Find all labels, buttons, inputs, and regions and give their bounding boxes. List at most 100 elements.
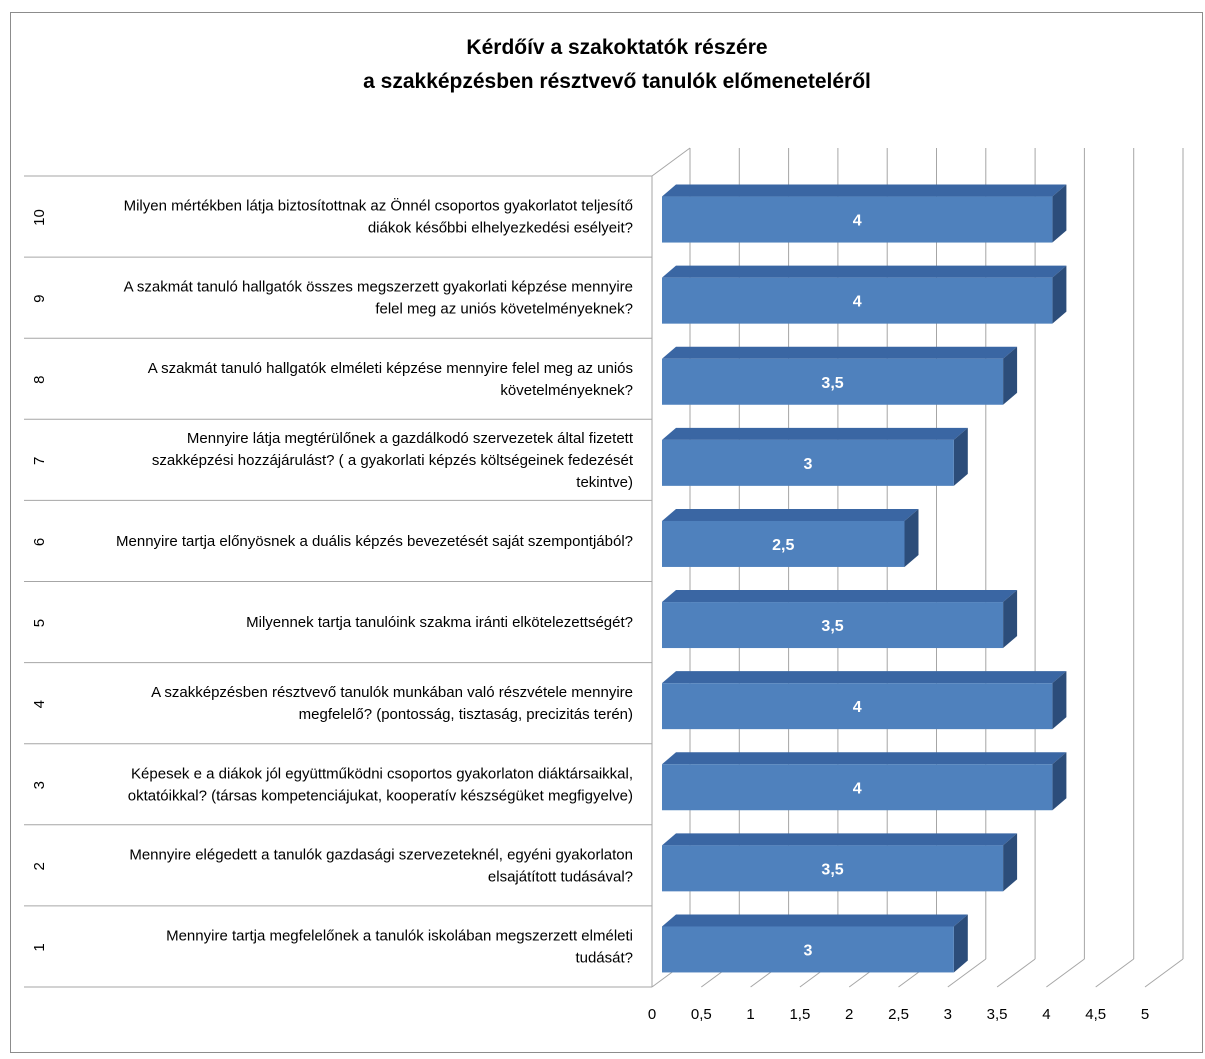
bar-value-label-6: 2,5 [772, 537, 794, 554]
bar-10: 4 [662, 184, 1067, 243]
bar-front-8 [662, 358, 1004, 405]
bar-value-label-7: 3 [803, 456, 812, 473]
category-question-9-line-1: A szakmát tanuló hallgatók összes megsze… [124, 279, 633, 296]
chart-title-line-1: Kérdőív a szakoktatók részére [466, 36, 767, 59]
bar-2: 3,5 [662, 833, 1018, 892]
bar-front-1 [662, 926, 954, 973]
floor-gridline-10 [1144, 958, 1184, 988]
x-axis-ticks: 0 0,5 1 1,5 2 2,5 3 3,5 4 4,5 5 [648, 1006, 1149, 1023]
x-tick-label-4: 2 [845, 1006, 853, 1023]
x-tick-label-9: 4,5 [1085, 1006, 1106, 1023]
category-number-9: 9 [31, 294, 48, 302]
category-question-6-line-1: Mennyire tartja előnyösnek a duális képz… [116, 533, 633, 550]
bar-top-5 [662, 590, 1018, 603]
bar-side-3 [1052, 752, 1067, 811]
bar-side-2 [1003, 833, 1018, 892]
bar-side-10 [1052, 184, 1067, 243]
category-question-3-line-2: oktatóikkal? (társas kompetenciájukat, k… [128, 787, 633, 804]
bar-value-label-9: 4 [853, 294, 862, 311]
chart-title-line-2: a szakképzésben résztvevő tanulók előmen… [363, 70, 871, 93]
bar-side-6 [904, 508, 919, 567]
bar-front-3 [662, 764, 1053, 811]
bar-8: 3,5 [662, 346, 1018, 405]
category-question-10-line-2: diákok későbbi elhelyezkedési esélyeit? [368, 220, 633, 237]
category-question-2-line-1: Mennyire elégedett a tanulók gazdasági s… [129, 846, 633, 863]
x-tick-label-0: 0 [648, 1006, 656, 1023]
category-number-2: 2 [31, 862, 48, 870]
category-question-1-line-1: Mennyire tartja megfelelőnek a tanulók i… [166, 927, 633, 944]
x-tick-label-8: 4 [1042, 1006, 1050, 1023]
bar-value-label-10: 4 [853, 213, 862, 230]
bar-value-label-3: 4 [853, 780, 862, 797]
bar-4: 4 [662, 671, 1067, 730]
bar-3: 4 [662, 752, 1067, 811]
x-tick-label-10: 5 [1141, 1006, 1149, 1023]
bar-top-3 [662, 752, 1067, 765]
category-question-4-line-2: megfelelő? (pontosság, tisztaság, preciz… [299, 706, 633, 723]
category-question-7-line-2: szakképzési hozzájárulást? ( a gyakorlat… [152, 452, 634, 469]
category-number-7: 7 [31, 457, 48, 465]
bar-side-8 [1003, 346, 1018, 405]
bar-side-9 [1052, 265, 1067, 324]
category-number-4: 4 [31, 700, 48, 708]
bar-1: 3 [662, 914, 968, 973]
x-tick-label-3: 1,5 [789, 1006, 810, 1023]
bar-front-4 [662, 683, 1053, 730]
category-number-10: 10 [31, 209, 48, 226]
bar-top-10 [662, 184, 1067, 197]
bar-side-1 [953, 914, 968, 973]
bar-front-2 [662, 845, 1004, 892]
category-question-7-line-1: Mennyire látja megtérülőnek a gazdálkodó… [187, 430, 634, 447]
x-tick-label-7: 3,5 [987, 1006, 1008, 1023]
category-question-7-line-3: tekintve) [576, 474, 633, 491]
bar-value-label-8: 3,5 [821, 375, 843, 392]
category-question-9-line-2: felel meg az uniós követelményeknek? [375, 301, 633, 318]
bar-7: 3 [662, 427, 968, 486]
category-question-8-line-2: követelményeknek? [500, 382, 633, 399]
floor-gridline-9 [1095, 958, 1134, 988]
bar-top-9 [662, 265, 1067, 278]
bar-value-label-1: 3 [803, 942, 812, 959]
bar-side-7 [953, 427, 968, 486]
category-question-1-line-2: tudását? [575, 949, 633, 966]
x-tick-label-6: 3 [944, 1006, 952, 1023]
bar-front-9 [662, 277, 1053, 324]
category-question-3-line-1: Képesek e a diákok jól együttműködni cso… [131, 765, 633, 782]
category-number-8: 8 [31, 376, 48, 384]
floor-gridline-7 [996, 958, 1036, 988]
bar-side-4 [1052, 671, 1067, 730]
floor-gridline-6 [947, 958, 987, 988]
category-question-5-line-1: Milyennek tartja tanulóink szakma iránti… [246, 614, 633, 631]
category-number-6: 6 [31, 538, 48, 546]
category-question-10-line-1: Milyen mértékben látja biztosítottnak az… [124, 197, 633, 215]
bar-front-7 [662, 439, 954, 486]
bar-5: 3,5 [662, 590, 1018, 649]
x-tick-label-1: 0,5 [691, 1006, 712, 1023]
bar-side-5 [1003, 590, 1018, 649]
category-question-4-line-1: A szakképzésben résztvevő tanulók munkáb… [151, 684, 633, 701]
x-tick-label-2: 1 [746, 1006, 754, 1023]
bar-front-10 [662, 196, 1053, 243]
wall-top-edge [651, 147, 691, 177]
bar-value-label-5: 3,5 [821, 618, 843, 635]
category-question-8-line-1: A szakmát tanuló hallgatók elméleti képz… [148, 360, 633, 377]
bars-layer: 3 3,5 4 4 3,5 2,5 3 3,5 4 4 [662, 184, 1067, 973]
bar-front-5 [662, 602, 1004, 649]
bar-9: 4 [662, 265, 1067, 324]
bar-top-1 [662, 914, 968, 927]
category-question-2-line-2: elsajátított tudásával? [488, 868, 633, 885]
bar-value-label-2: 3,5 [821, 861, 843, 878]
category-axis: 1 Mennyire tartja megfelelőnek a tanulók … [24, 175, 653, 988]
bar-6: 2,5 [662, 508, 919, 567]
floor-gridline-8 [1046, 958, 1085, 988]
bar-top-4 [662, 671, 1067, 684]
category-number-3: 3 [31, 781, 48, 789]
x-tick-label-5: 2,5 [888, 1006, 909, 1023]
bar-top-7 [662, 427, 968, 440]
category-number-5: 5 [31, 619, 48, 627]
bar-top-8 [662, 346, 1018, 359]
bar-top-6 [662, 508, 919, 521]
category-number-1: 1 [31, 943, 48, 951]
